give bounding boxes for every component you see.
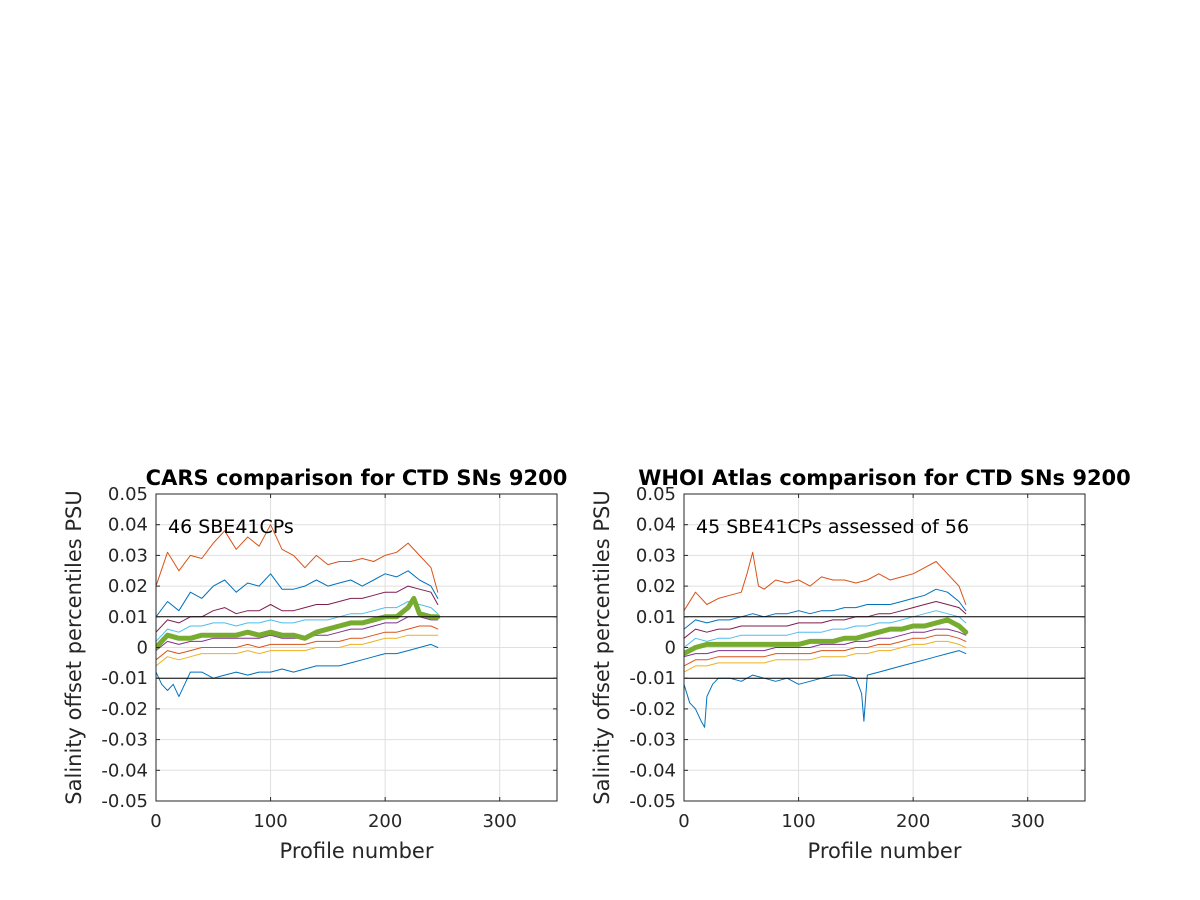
percentile-series-line-2	[156, 585, 439, 633]
y-tick-label: 0.05	[108, 484, 148, 505]
y-tick-label: 0	[665, 638, 676, 659]
x-tick-label: 200	[896, 811, 930, 832]
series-group	[684, 551, 969, 728]
y-tick-label: -0.05	[101, 791, 148, 812]
percentile-series-line-3	[156, 601, 439, 642]
percentile-series-line-1	[684, 588, 967, 630]
x-tick-label: 100	[781, 811, 815, 832]
y-tick-label: -0.05	[629, 791, 676, 812]
x-tick-label: 100	[253, 811, 287, 832]
y-tick-label: 0.01	[636, 607, 676, 628]
chart-title: CARS comparison for CTD SNs 9200	[146, 466, 568, 490]
y-tick-label: 0.05	[636, 484, 676, 505]
cars-comparison-chart: 0 100 200 300 -0.05 -0.04 -0.03 -0.02 -0.01 0 0.01…	[62, 466, 567, 863]
x-tick-label: 300	[1011, 811, 1045, 832]
whoi-atlas-comparison-chart: 0 100 200 300 -0.05 -0.04 -0.03 -0.02 -0.01 0 0.01…	[590, 466, 1131, 863]
percentile-series-line-8	[684, 650, 967, 728]
sensor-count-annotation: 46 SBE41CPs	[168, 516, 294, 538]
percentile-series-line-2	[684, 601, 967, 639]
percentile-series-line-8	[156, 643, 439, 698]
median-series-line	[156, 595, 441, 650]
x-axis-label: Profile number	[808, 839, 962, 863]
y-tick-label: 0.04	[636, 515, 676, 536]
x-tick-label: 300	[483, 811, 517, 832]
y-tick-label: -0.02	[629, 699, 676, 720]
y-tick-label: 0.02	[108, 576, 148, 597]
percentile-series-line-0	[684, 551, 967, 612]
x-tick-label: 0	[150, 811, 161, 832]
y-tick-label: -0.01	[101, 668, 148, 689]
y-tick-label: 0.03	[108, 545, 148, 566]
y-tick-label: 0.03	[636, 545, 676, 566]
percentile-series-line-6	[684, 634, 967, 667]
chart-title: WHOI Atlas comparison for CTD SNs 9200	[638, 466, 1131, 490]
y-tick-label: -0.04	[629, 760, 676, 781]
y-tick-label: 0.02	[636, 576, 676, 597]
percentile-series-line-1	[156, 570, 439, 618]
y-tick-label: 0.01	[108, 607, 148, 628]
y-tick-label: -0.03	[101, 730, 148, 751]
percentile-series-line-5	[684, 628, 967, 658]
series-group	[156, 524, 441, 698]
percentile-series-line-6	[156, 625, 439, 661]
y-tick-label: -0.02	[101, 699, 148, 720]
y-axis-label: Salinity offset percentiles PSU	[590, 490, 614, 804]
percentile-series-line-3	[684, 610, 967, 648]
median-series-line	[684, 617, 969, 657]
y-tick-label: -0.03	[629, 730, 676, 751]
y-tick-label: -0.04	[101, 760, 148, 781]
y-tick-label: 0.04	[108, 515, 148, 536]
x-tick-label: 200	[368, 811, 402, 832]
y-axis-label: Salinity offset percentiles PSU	[62, 490, 86, 804]
percentile-series-line-7	[156, 634, 439, 667]
percentile-series-line-0	[156, 524, 439, 593]
sensor-count-annotation: 45 SBE41CPs assessed of 56	[696, 516, 969, 538]
y-tick-label: 0	[137, 638, 148, 659]
x-axis-label: Profile number	[280, 839, 434, 863]
x-tick-label: 0	[678, 811, 689, 832]
y-tick-label: -0.01	[629, 668, 676, 689]
percentile-series-line-7	[684, 640, 967, 673]
